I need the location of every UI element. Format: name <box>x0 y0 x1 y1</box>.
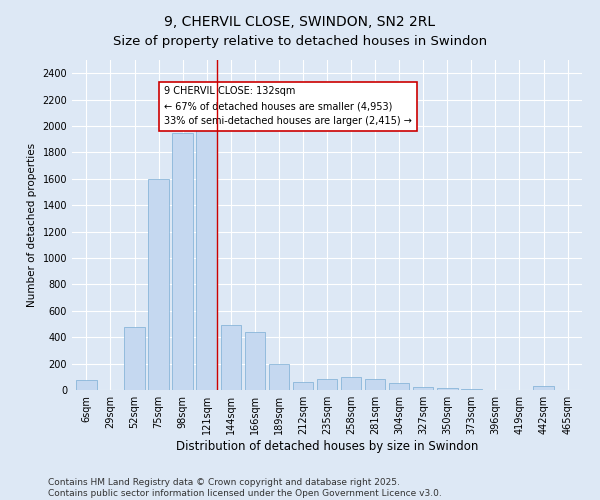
Text: 9 CHERVIL CLOSE: 132sqm
← 67% of detached houses are smaller (4,953)
33% of semi: 9 CHERVIL CLOSE: 132sqm ← 67% of detache… <box>164 86 412 126</box>
Bar <box>317 379 337 390</box>
Bar <box>533 386 554 390</box>
Bar <box>413 386 433 390</box>
Bar <box>76 380 97 390</box>
Text: 9, CHERVIL CLOSE, SWINDON, SN2 2RL: 9, CHERVIL CLOSE, SWINDON, SN2 2RL <box>164 15 436 29</box>
Bar <box>221 326 241 390</box>
Bar <box>389 382 409 390</box>
Bar <box>365 379 385 390</box>
Bar <box>269 364 289 390</box>
Bar <box>148 179 169 390</box>
X-axis label: Distribution of detached houses by size in Swindon: Distribution of detached houses by size … <box>176 440 478 453</box>
Bar <box>341 377 361 390</box>
Text: Contains HM Land Registry data © Crown copyright and database right 2025.
Contai: Contains HM Land Registry data © Crown c… <box>48 478 442 498</box>
Bar <box>124 328 145 390</box>
Bar <box>293 382 313 390</box>
Bar <box>172 132 193 390</box>
Bar <box>437 388 458 390</box>
Bar <box>245 332 265 390</box>
Bar <box>196 126 217 390</box>
Y-axis label: Number of detached properties: Number of detached properties <box>27 143 37 307</box>
Text: Size of property relative to detached houses in Swindon: Size of property relative to detached ho… <box>113 35 487 48</box>
